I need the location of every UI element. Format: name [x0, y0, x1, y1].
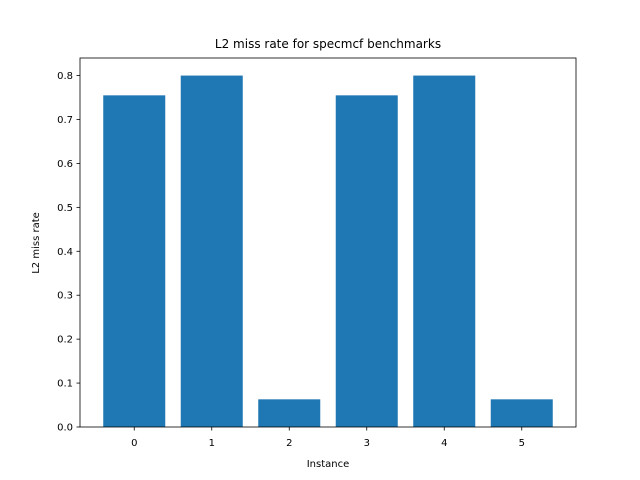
y-tick-label: 0.6 — [57, 159, 73, 170]
bar-1 — [180, 75, 243, 428]
x-tick-label: 2 — [286, 438, 292, 449]
x-tick-label: 0 — [131, 438, 137, 449]
x-axis-label: Instance — [307, 459, 350, 470]
y-tick-label: 0.7 — [57, 115, 73, 126]
y-axis-label: L2 miss rate — [31, 212, 42, 274]
plot-frame — [79, 57, 577, 428]
bar-3 — [335, 95, 398, 427]
y-tick-label: 0.3 — [57, 291, 73, 302]
chart-title: L2 miss rate for specmcf benchmarks — [215, 37, 441, 51]
bar-5 — [490, 399, 553, 427]
bar-4 — [413, 75, 476, 428]
y-tick-label: 0.0 — [57, 423, 73, 434]
y-tick-label: 0.5 — [57, 203, 73, 214]
x-tick-label: 1 — [209, 438, 215, 449]
y-tick-label: 0.1 — [57, 379, 73, 390]
x-tick-label: 4 — [441, 438, 447, 449]
y-tick-label: 0.4 — [57, 247, 73, 258]
x-tick-label: 5 — [519, 438, 525, 449]
y-axis-ticks: 0.0 0.1 0.2 0.3 0.4 0.5 0.6 0.7 0.8 — [57, 71, 80, 434]
y-tick-label: 0.8 — [57, 71, 73, 82]
bar-2 — [258, 399, 321, 427]
y-tick-label: 0.2 — [57, 335, 73, 346]
x-axis-ticks: 0 1 2 3 4 5 — [131, 427, 525, 449]
bars-group — [103, 75, 553, 428]
x-tick-label: 3 — [364, 438, 370, 449]
bar-0 — [103, 95, 166, 427]
